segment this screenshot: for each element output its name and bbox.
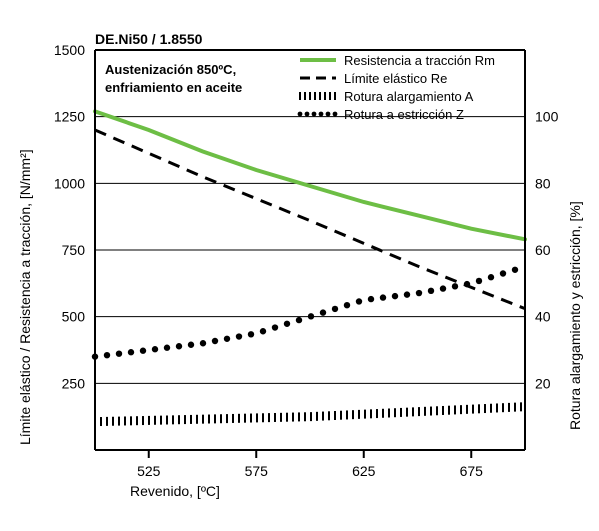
y-right-axis-label: Rotura alargamiento y estricción, [%] bbox=[567, 201, 583, 430]
series-z-dot bbox=[224, 336, 230, 342]
series-z-dot bbox=[152, 346, 158, 352]
y-left-tick-label: 250 bbox=[62, 375, 86, 391]
series-z-dot bbox=[200, 340, 206, 346]
legend-label: Resistencia a tracción Rm bbox=[344, 53, 495, 68]
tempering-chart: DE.Ni50 / 1.8550 Austenización 850ºC, enfr… bbox=[0, 0, 599, 531]
series-z-dot bbox=[128, 349, 134, 355]
series-z-dot bbox=[272, 324, 278, 330]
x-tick-label: 525 bbox=[137, 463, 161, 479]
series-z-dot bbox=[164, 345, 170, 351]
series-z-dot bbox=[476, 278, 482, 284]
series-z-dot bbox=[212, 338, 218, 344]
y-right-tick-label: 40 bbox=[535, 309, 551, 325]
y-right-tick-label: 80 bbox=[535, 175, 551, 191]
legend-label: Rotura a estricción Z bbox=[344, 107, 464, 122]
series-z-dot bbox=[188, 342, 194, 348]
series-z-dot bbox=[284, 321, 290, 327]
series-z-dot bbox=[464, 281, 470, 287]
series-z-dot bbox=[104, 352, 110, 358]
series-z-dot bbox=[116, 350, 122, 356]
series-z-dot bbox=[512, 267, 518, 273]
y-left-axis-label: Límite elástico / Resistencia a tracción… bbox=[17, 149, 33, 445]
subtitle-2: enfriamiento en aceite bbox=[105, 80, 242, 95]
series-z-dot bbox=[248, 331, 254, 337]
series-z-dot bbox=[392, 293, 398, 299]
series-z-dot bbox=[404, 291, 410, 297]
y-left-tick-label: 750 bbox=[62, 242, 86, 258]
y-right-tick-label: 20 bbox=[535, 375, 551, 391]
series-z-dot bbox=[452, 283, 458, 289]
y-left-tick-label: 1000 bbox=[54, 175, 85, 191]
series-z-dot bbox=[308, 313, 314, 319]
series-z-dot bbox=[488, 274, 494, 280]
x-tick-label: 575 bbox=[245, 463, 269, 479]
y-left-tick-label: 1250 bbox=[54, 109, 85, 125]
series-z-dot bbox=[140, 348, 146, 354]
series-z-dot bbox=[332, 306, 338, 312]
series-z-dot bbox=[296, 317, 302, 323]
series-z-dot bbox=[500, 270, 506, 276]
series-z-dot bbox=[368, 296, 374, 302]
x-tick-label: 625 bbox=[352, 463, 376, 479]
x-tick-label: 675 bbox=[460, 463, 484, 479]
series-z-dot bbox=[428, 288, 434, 294]
series-z-dot bbox=[380, 294, 386, 300]
series-z-dot bbox=[440, 285, 446, 291]
series-z-dot bbox=[176, 343, 182, 349]
series-z-dot bbox=[320, 309, 326, 315]
legend-label: Rotura alargamiento A bbox=[344, 89, 474, 104]
chart-title: DE.Ni50 / 1.8550 bbox=[95, 31, 203, 47]
y-left-tick-label: 500 bbox=[62, 309, 86, 325]
x-axis-label: Revenido, [ºC] bbox=[130, 483, 220, 499]
y-right-tick-label: 100 bbox=[535, 109, 559, 125]
series-z-dot bbox=[236, 333, 242, 339]
series-z-dot bbox=[260, 328, 266, 334]
series-z-dot bbox=[416, 290, 422, 296]
subtitle-1: Austenización 850ºC, bbox=[105, 62, 236, 77]
series-z-dot bbox=[344, 302, 350, 308]
y-left-tick-label: 1500 bbox=[54, 42, 85, 58]
legend-label: Límite elástico Re bbox=[344, 71, 447, 86]
y-right-tick-label: 60 bbox=[535, 242, 551, 258]
series-z-dot bbox=[356, 298, 362, 304]
